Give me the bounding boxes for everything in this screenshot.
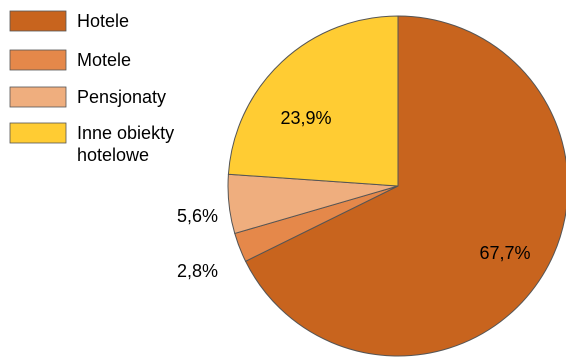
- pie-data-labels: 67,7% 2,8% 5,6% 23,9%: [177, 108, 531, 281]
- data-label-inne-obiekty-hotelowe: 23,9%: [280, 108, 331, 128]
- legend-swatch-pensjonaty: [9, 86, 67, 108]
- pie-slice-hotele: [244, 15, 566, 357]
- legend-label-pensjonaty: Pensjonaty: [77, 87, 166, 107]
- legend-swatch-motele: [9, 49, 67, 71]
- data-label-motele: 2,8%: [177, 261, 218, 281]
- legend-label-hotele: Hotele: [77, 11, 129, 31]
- legend-label-inne-obiekty-hotelowe: Inne obiekty hotelowe: [77, 123, 174, 165]
- legend: Hotele Motele Pensjonaty Inne obiekty hotelo…: [9, 10, 174, 165]
- data-label-pensjonaty: 5,6%: [177, 206, 218, 226]
- data-label-hotele: 67,7%: [479, 243, 530, 263]
- pie-slice-inne-obiekty-hotelowe: [227, 15, 399, 187]
- legend-swatch-hotele: [9, 10, 67, 32]
- legend-label-motele: Motele: [77, 50, 131, 70]
- pie-slices: [227, 15, 566, 357]
- legend-swatch-inne-obiekty-hotelowe: [9, 122, 67, 144]
